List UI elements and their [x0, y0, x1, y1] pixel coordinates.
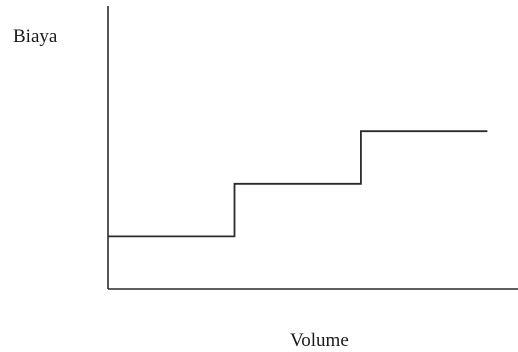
series-layer: [108, 130, 488, 238]
x-axis-label: Volume: [290, 330, 349, 351]
series-line-0: [108, 130, 488, 238]
y-axis-label: Biaya: [13, 26, 58, 47]
